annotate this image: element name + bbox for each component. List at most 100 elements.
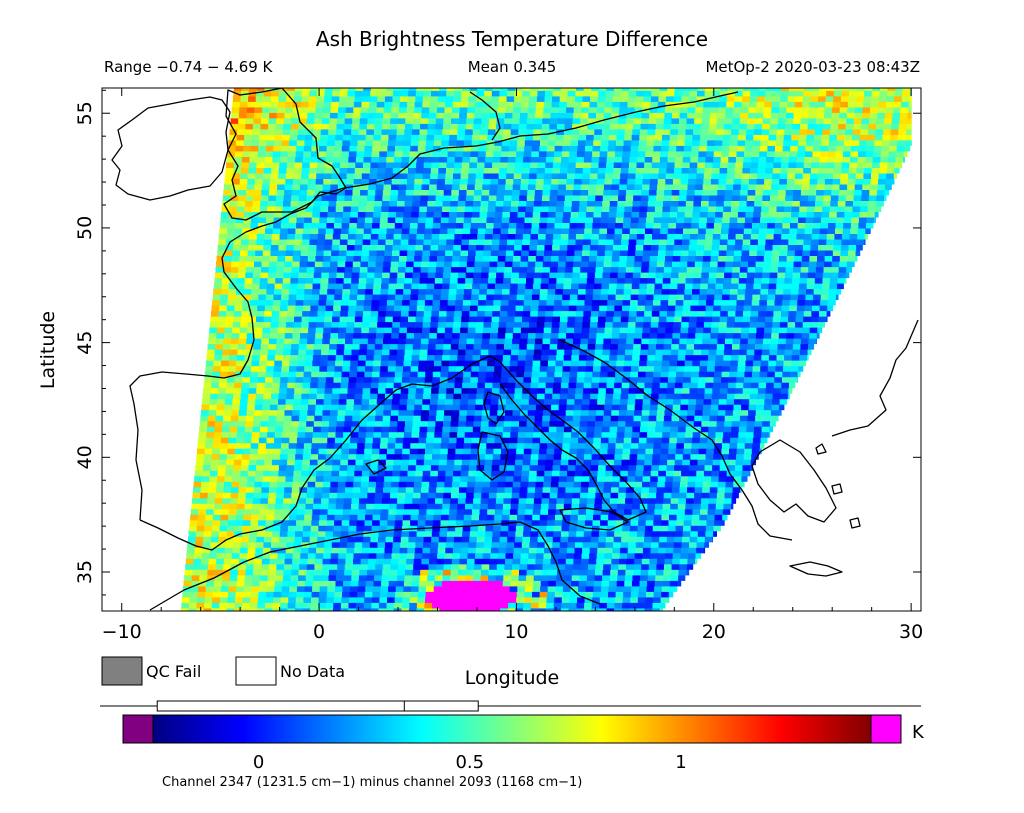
heatmap-cell: [430, 547, 439, 554]
heatmap-cell: [638, 288, 647, 295]
heatmap-cell: [252, 426, 261, 433]
heatmap-cell: [684, 365, 693, 372]
heatmap-cell: [199, 503, 208, 510]
heatmap-cell: [711, 475, 720, 482]
heatmap-cell: [337, 266, 346, 273]
heatmap-cell: [374, 426, 383, 433]
heatmap-cell: [550, 332, 559, 339]
heatmap-cell: [614, 607, 623, 611]
heatmap-cell: [535, 332, 544, 339]
heatmap-cell: [848, 249, 857, 256]
heatmap-cell: [446, 316, 455, 323]
heatmap-cell: [380, 437, 389, 444]
heatmap-cell: [214, 272, 224, 279]
heatmap-cell: [487, 283, 496, 290]
heatmap-cell: [399, 470, 409, 477]
heatmap-cell: [745, 360, 754, 367]
heatmap-cell: [334, 437, 344, 444]
heatmap-cell: [541, 426, 550, 433]
heatmap-cell: [546, 596, 555, 603]
heatmap-cell: [327, 437, 336, 444]
heatmap-cell: [668, 591, 674, 598]
heatmap-cell: [262, 255, 271, 262]
heatmap-cell: [548, 574, 558, 581]
heatmap-cell: [344, 266, 353, 273]
heatmap-cell: [210, 541, 219, 548]
heatmap-cell: [221, 283, 230, 290]
heatmap-cell: [425, 519, 434, 526]
heatmap-cell: [450, 492, 460, 499]
heatmap-cell: [393, 459, 402, 466]
heatmap-cell: [565, 563, 574, 570]
heatmap-cell: [647, 426, 656, 433]
heatmap-cell: [618, 343, 627, 350]
heatmap-cell: [421, 481, 430, 488]
heatmap-cell: [730, 288, 739, 295]
heatmap-cell: [337, 261, 346, 268]
heatmap-cell: [403, 431, 413, 438]
heatmap-cell: [344, 569, 353, 576]
heatmap-cell: [515, 310, 524, 317]
heatmap-cell: [266, 437, 275, 444]
heatmap-cell: [367, 569, 376, 576]
heatmap-cell: [354, 249, 363, 256]
heatmap-cell: [499, 464, 508, 471]
heatmap-cell: [526, 277, 535, 284]
heatmap-cell: [434, 277, 443, 284]
heatmap-cell: [276, 563, 285, 570]
heatmap-cell: [258, 437, 268, 444]
heatmap-cell: [748, 327, 758, 334]
heatmap-cell: [617, 272, 626, 279]
heatmap-cell: [453, 316, 462, 323]
heatmap-cell: [546, 305, 555, 312]
heatmap-cell: [304, 365, 313, 372]
heatmap-cell: [625, 497, 634, 504]
heatmap-cell: [331, 398, 340, 405]
heatmap-cell: [778, 261, 787, 268]
heatmap-cell: [607, 596, 616, 603]
heatmap-cell: [606, 453, 615, 460]
heatmap-cell: [212, 596, 221, 603]
heatmap-cell: [678, 349, 687, 356]
heatmap-cell: [571, 574, 580, 581]
heatmap-cell: [310, 299, 320, 306]
heatmap-cell: [558, 261, 567, 268]
heatmap-cell: [217, 249, 226, 256]
heatmap-cell: [468, 398, 477, 405]
heatmap-cell: [538, 607, 547, 611]
heatmap-cell: [217, 398, 226, 405]
heatmap-cell: [386, 376, 395, 383]
heatmap-cell: [508, 371, 517, 378]
heatmap-cell: [326, 519, 335, 526]
heatmap-cell: [297, 360, 306, 367]
heatmap-cell: [350, 360, 359, 367]
heatmap-cell: [794, 249, 803, 256]
heatmap-cell: [431, 310, 440, 317]
heatmap-cell: [612, 249, 621, 256]
heatmap-cell: [332, 382, 342, 389]
heatmap-cell: [530, 530, 539, 537]
heatmap-cell: [731, 277, 740, 284]
heatmap-cell: [720, 310, 729, 317]
heatmap-cell: [526, 343, 535, 350]
heatmap-cell: [398, 409, 407, 416]
heatmap-cell: [271, 464, 280, 471]
heatmap-cell: [406, 332, 415, 339]
heatmap-cell: [771, 255, 780, 262]
heatmap-cell: [203, 530, 212, 537]
heatmap-cell: [324, 316, 333, 323]
heatmap-cell: [770, 338, 779, 345]
heatmap-cell: [298, 492, 308, 499]
heatmap-cell: [235, 442, 244, 449]
heatmap-cell: [348, 376, 357, 383]
heatmap-cell: [228, 360, 237, 367]
heatmap-cell: [335, 580, 344, 587]
heatmap-cell: [622, 376, 631, 383]
heatmap-cell: [586, 574, 596, 581]
heatmap-cell: [223, 261, 232, 268]
heatmap-cell: [749, 470, 751, 477]
heatmap-cell: [295, 596, 304, 603]
heatmap-cell: [292, 409, 301, 416]
heatmap-cell: [678, 426, 687, 433]
heatmap-cell: [254, 481, 263, 488]
